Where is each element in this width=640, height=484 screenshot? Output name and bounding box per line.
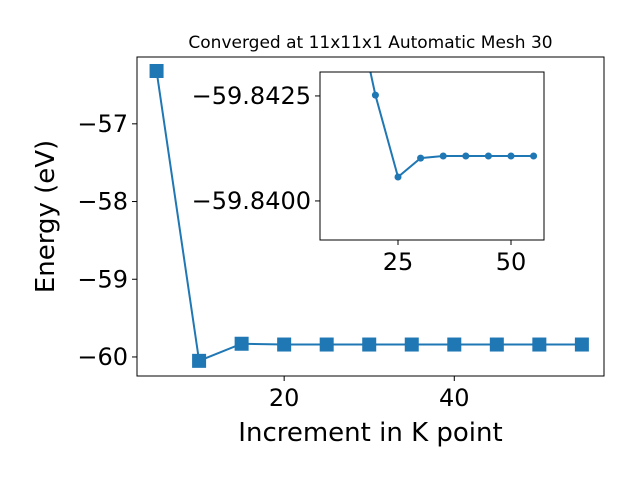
marker bbox=[532, 337, 547, 352]
y-tick-label: −59 bbox=[77, 265, 128, 293]
y-axis-label: Energy (eV) bbox=[31, 140, 61, 293]
marker bbox=[319, 337, 334, 352]
y-tick-label: −60 bbox=[77, 343, 128, 371]
x-tick-label: 50 bbox=[496, 248, 527, 276]
marker bbox=[234, 336, 249, 351]
x-axis-label: Increment in K point bbox=[238, 418, 502, 448]
plot-content bbox=[149, 63, 589, 368]
y-tick-label: −59.8425 bbox=[192, 82, 311, 110]
axes-frame bbox=[319, 71, 545, 241]
marker bbox=[362, 337, 377, 352]
marker bbox=[371, 91, 379, 99]
marker bbox=[489, 337, 504, 352]
x-tick-label: 40 bbox=[439, 384, 470, 412]
y-tick-label: −57 bbox=[77, 110, 128, 138]
chart-title: Converged at 11x11x1 Automatic Mesh 30 bbox=[188, 33, 552, 53]
plot-content bbox=[369, 72, 538, 181]
axes-frame bbox=[136, 56, 605, 377]
marker bbox=[462, 152, 470, 160]
y-tick-label: −59.8400 bbox=[192, 187, 311, 215]
marker bbox=[574, 337, 589, 352]
marker bbox=[447, 337, 462, 352]
marker bbox=[530, 152, 538, 160]
marker bbox=[277, 337, 292, 352]
marker bbox=[507, 152, 515, 160]
marker bbox=[404, 337, 419, 352]
marker bbox=[484, 152, 492, 160]
marker bbox=[439, 152, 447, 160]
x-tick-label: 25 bbox=[383, 248, 414, 276]
y-tick-label: −58 bbox=[77, 188, 128, 216]
marker bbox=[192, 353, 207, 368]
marker bbox=[394, 173, 402, 181]
x-tick-label: 20 bbox=[269, 384, 300, 412]
marker bbox=[417, 154, 425, 162]
marker bbox=[149, 63, 164, 78]
